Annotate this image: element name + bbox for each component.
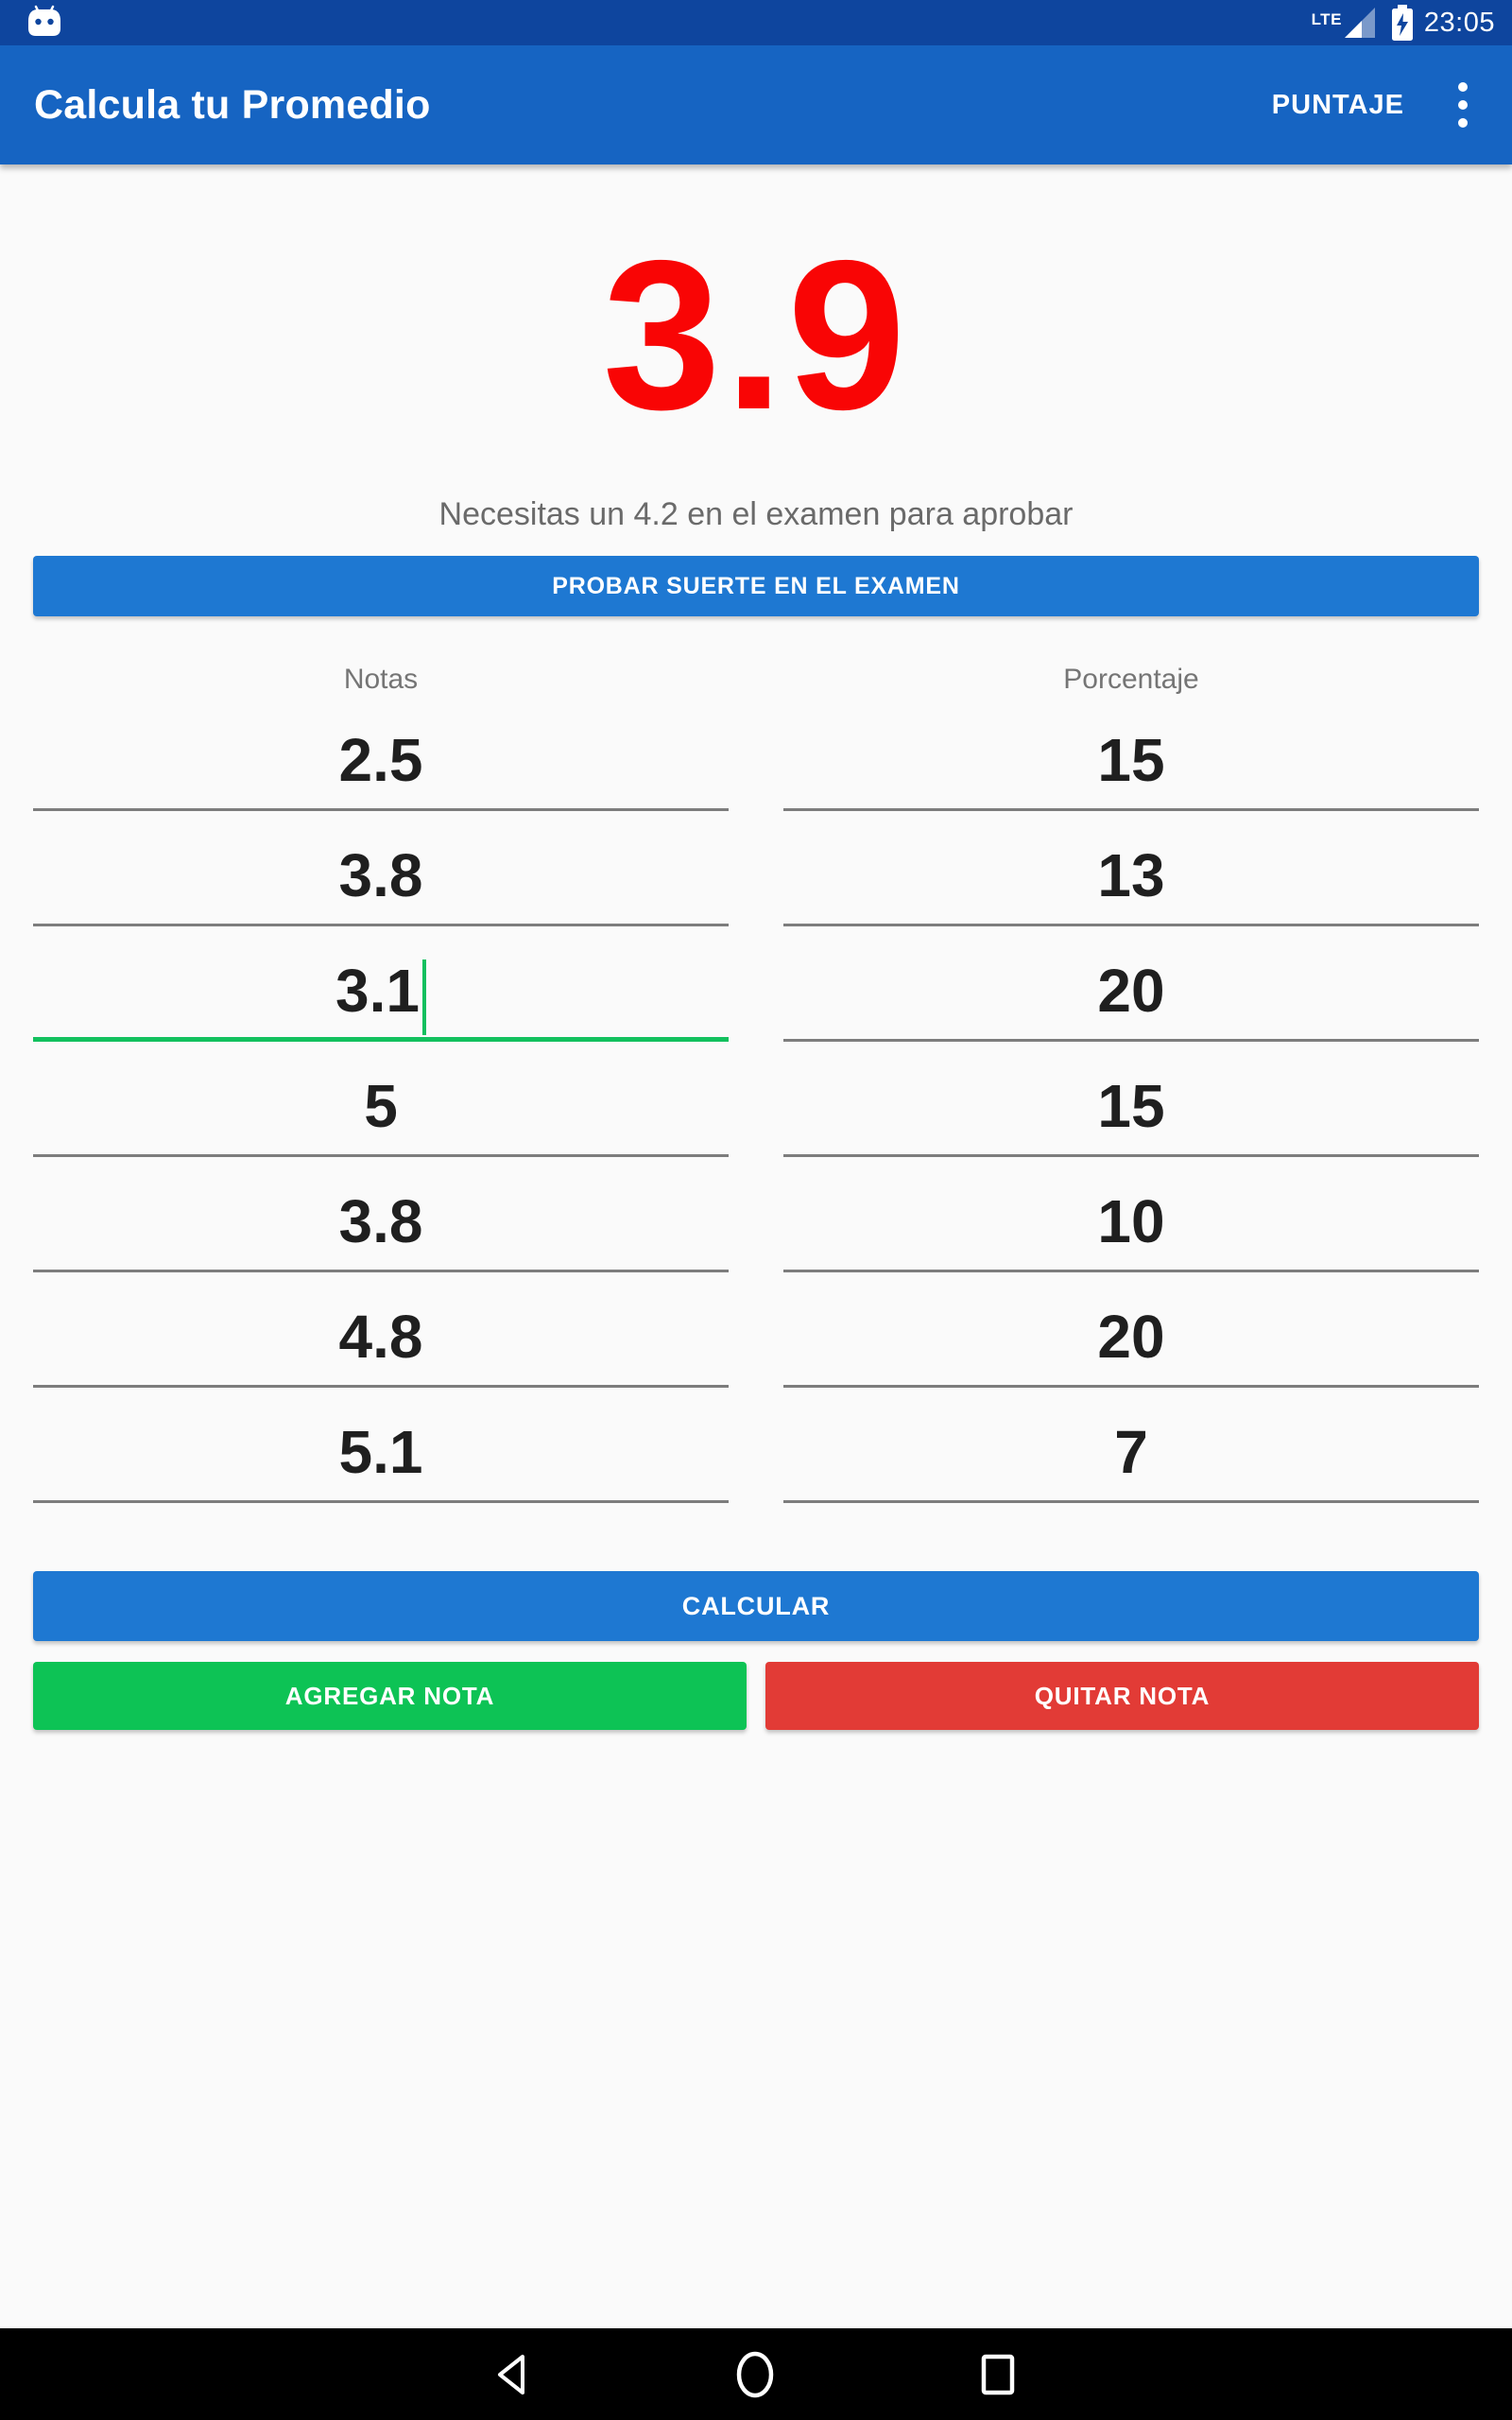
remove-grade-button[interactable]: QUITAR NOTA xyxy=(765,1662,1479,1730)
nota-input[interactable]: 2.5 xyxy=(33,696,729,811)
network-type-label: LTE xyxy=(1311,10,1342,28)
nota-value: 2.5 xyxy=(338,726,423,794)
nota-input[interactable]: 5 xyxy=(33,1042,729,1157)
nota-value: 4.8 xyxy=(338,1303,423,1371)
average-result: 3.9 xyxy=(602,216,910,454)
nota-value: 5 xyxy=(364,1072,398,1140)
porcentaje-input[interactable]: 15 xyxy=(783,696,1479,811)
back-icon[interactable] xyxy=(492,2350,534,2399)
grade-row: 3.1 20 xyxy=(33,926,1479,1042)
porcentaje-value: 10 xyxy=(1097,1187,1165,1255)
home-icon[interactable] xyxy=(732,2349,778,2400)
grade-row: 2.5 15 xyxy=(33,696,1479,811)
try-exam-button[interactable]: PROBAR SUERTE EN EL EXAMEN xyxy=(33,556,1479,616)
porcentaje-value: 15 xyxy=(1097,726,1165,794)
porcentaje-value: 13 xyxy=(1097,841,1165,909)
bottom-buttons: AGREGAR NOTA QUITAR NOTA xyxy=(33,1662,1479,1730)
porcentaje-input[interactable]: 10 xyxy=(783,1157,1479,1272)
grade-row: 5 15 xyxy=(33,1042,1479,1157)
grade-row: 3.8 13 xyxy=(33,811,1479,926)
nota-input[interactable]: 3.8 xyxy=(33,1157,729,1272)
porcentaje-value: 20 xyxy=(1097,957,1165,1025)
grade-row: 4.8 20 xyxy=(33,1272,1479,1388)
grade-row: 3.8 10 xyxy=(33,1157,1479,1272)
notas-column-header: Notas xyxy=(343,664,419,695)
porcentaje-value: 20 xyxy=(1097,1303,1165,1371)
nota-value: 3.8 xyxy=(338,841,423,909)
android-nav-bar xyxy=(0,2328,1512,2420)
nota-input[interactable]: 3.8 xyxy=(33,811,729,926)
nota-input[interactable]: 4.8 xyxy=(33,1272,729,1388)
nota-input[interactable]: 3.1 xyxy=(33,926,729,1042)
android-head-icon xyxy=(25,2,64,44)
recents-icon[interactable] xyxy=(976,2350,1020,2399)
app-bar: Calcula tu Promedio PUNTAJE xyxy=(0,45,1512,164)
porcentaje-input[interactable]: 20 xyxy=(783,926,1479,1042)
porcentaje-input[interactable]: 13 xyxy=(783,811,1479,926)
porcentaje-value: 15 xyxy=(1097,1072,1165,1140)
status-bar: LTE 23:05 xyxy=(0,0,1512,45)
porcentaje-input[interactable]: 20 xyxy=(783,1272,1479,1388)
clock: 23:05 xyxy=(1423,7,1495,38)
text-cursor xyxy=(421,959,426,1035)
grade-row: 5.1 7 xyxy=(33,1388,1479,1503)
page-title: Calcula tu Promedio xyxy=(34,81,431,128)
porcentaje-input[interactable]: 15 xyxy=(783,1042,1479,1157)
nota-value: 5.1 xyxy=(338,1418,423,1486)
exam-hint-text: Necesitas un 4.2 en el examen para aprob… xyxy=(438,496,1074,532)
puntaje-action-button[interactable]: PUNTAJE xyxy=(1271,89,1404,120)
battery-charging-icon xyxy=(1390,3,1415,43)
overflow-menu-icon[interactable] xyxy=(1436,67,1489,143)
calculate-button[interactable]: CALCULAR xyxy=(33,1571,1479,1641)
nota-input[interactable]: 5.1 xyxy=(33,1388,729,1503)
porcentaje-column-header: Porcentaje xyxy=(1063,664,1199,695)
nota-value: 3.8 xyxy=(338,1187,423,1255)
nota-value: 3.1 xyxy=(335,957,420,1025)
porcentaje-value: 7 xyxy=(1114,1418,1148,1486)
grades-grid: 2.5 15 3.8 13 3.1 20 5 15 3.8 10 4.8 20 … xyxy=(0,696,1512,1503)
column-headers: Notas Porcentaje xyxy=(0,664,1512,696)
porcentaje-input[interactable]: 7 xyxy=(783,1388,1479,1503)
cell-signal-icon: LTE xyxy=(1312,6,1377,40)
add-grade-button[interactable]: AGREGAR NOTA xyxy=(33,1662,747,1730)
